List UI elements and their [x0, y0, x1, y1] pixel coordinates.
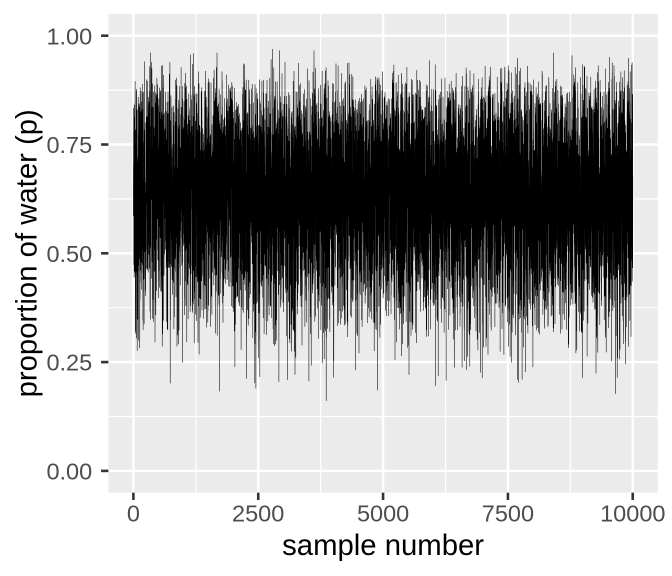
svg-text:1.00: 1.00 — [46, 23, 92, 49]
svg-text:sample number: sample number — [282, 529, 484, 562]
svg-text:5000: 5000 — [357, 501, 409, 527]
svg-text:7500: 7500 — [482, 501, 534, 527]
svg-text:0.00: 0.00 — [46, 459, 92, 485]
svg-text:0.75: 0.75 — [46, 132, 92, 158]
svg-text:0.25: 0.25 — [46, 350, 92, 376]
svg-text:2500: 2500 — [232, 501, 284, 527]
svg-text:0: 0 — [127, 501, 140, 527]
svg-text:0.50: 0.50 — [46, 241, 92, 267]
svg-text:10000: 10000 — [600, 501, 665, 527]
svg-text:proportion of water (p): proportion of water (p) — [11, 109, 44, 397]
